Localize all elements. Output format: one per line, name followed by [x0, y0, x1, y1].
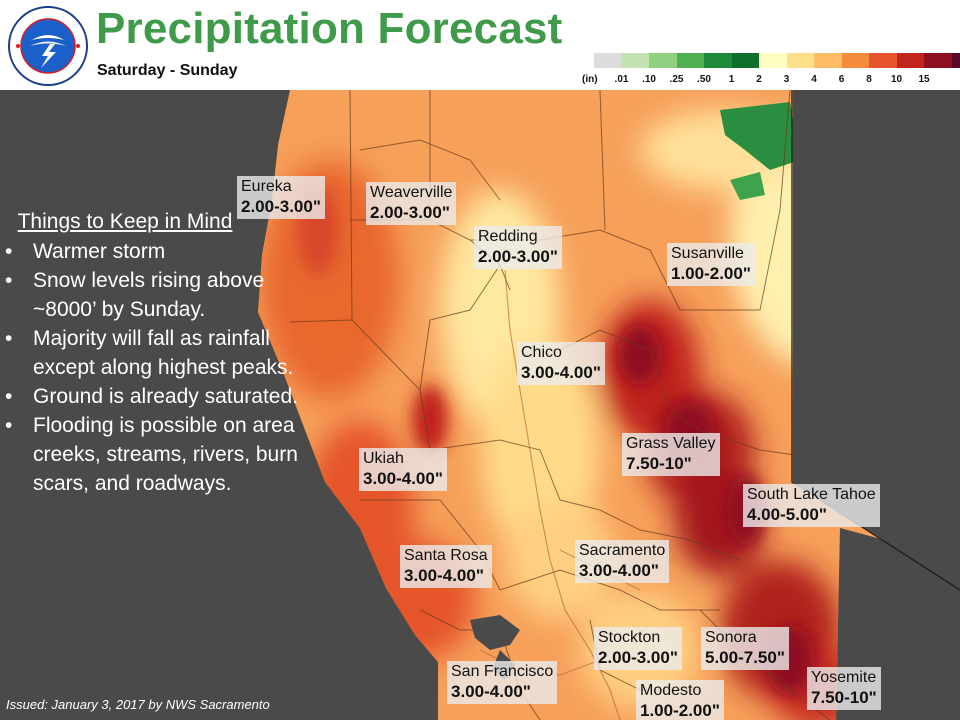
label-grass-valley: Grass Valley 7.50-10" — [622, 433, 720, 476]
label-ukiah: Ukiah 3.00-4.00" — [359, 448, 447, 491]
issued-text: Issued: January 3, 2017 by NWS Sacrament… — [6, 697, 270, 712]
legend-tick-label: 6 — [838, 74, 845, 85]
list-item: • Majority will fall as rainfall except a… — [5, 327, 294, 379]
legend-swatch — [924, 53, 952, 68]
legend-tick-label: .50 — [697, 74, 711, 85]
legend: (in) .01 .10 .25 .50 1 2 3 4 6 8 10 15 — [582, 53, 960, 89]
label-yosemite: Yosemite 7.50-10" — [807, 667, 881, 710]
legend-tick-label: 8 — [866, 74, 872, 85]
list-item: • Ground is already saturated. — [5, 385, 298, 408]
legend-swatch — [951, 53, 960, 68]
label-san-francisco: San Francisco 3.00-4.00" — [447, 661, 558, 704]
list-item: • Snow levels rising above ~8000’ by Sund… — [5, 269, 265, 321]
label-chico: Chico 3.00-4.00" — [517, 342, 605, 385]
label-redding: Redding 2.00-3.00" — [474, 226, 562, 269]
legend-swatch — [704, 53, 732, 68]
header: Precipitation Forecast Saturday - Sunday… — [0, 0, 960, 90]
legend-tick-label: 1 — [728, 74, 735, 85]
label-sacramento: Sacramento 3.00-4.00" — [575, 540, 670, 583]
legend-swatch — [676, 53, 704, 68]
legend-swatch — [731, 53, 759, 68]
notes-panel: Things to Keep in Mind • Warmer storm • Sn… — [0, 208, 330, 498]
label-susanville: Susanville 1.00-2.00" — [667, 243, 755, 286]
legend-swatch — [759, 53, 787, 68]
label-south-lake-tahoe: South Lake Tahoe 4.00-5.00" — [743, 484, 880, 527]
page-subtitle: Saturday - Sunday — [97, 62, 238, 79]
legend-swatch — [649, 53, 677, 68]
state-border — [791, 90, 960, 591]
legend-tick-label: .01 — [614, 74, 629, 85]
label-sonora: Sonora 5.00-7.50" — [701, 627, 789, 670]
legend-tick-label: 4 — [811, 74, 817, 85]
page-title: Precipitation Forecast — [96, 4, 563, 53]
list-item: • Warmer storm — [5, 240, 166, 263]
legend-swatch — [594, 53, 622, 68]
legend-swatch — [869, 53, 897, 68]
legend-unit: (in) — [582, 74, 598, 85]
label-weaverville: Weaverville 2.00-3.00" — [366, 182, 457, 225]
legend-swatch — [786, 53, 814, 68]
nevada-area — [793, 90, 960, 588]
legend-tick-label: 2 — [756, 74, 762, 85]
legend-swatch — [621, 53, 649, 68]
legend-swatch — [896, 53, 924, 68]
nws-logo-icon — [8, 6, 88, 86]
label-modesto: Modesto 1.00-2.00" — [636, 680, 724, 720]
legend-swatch — [841, 53, 869, 68]
legend-tick-label: .10 — [642, 74, 656, 85]
legend-swatches — [594, 53, 960, 68]
bay-water — [470, 615, 520, 650]
label-stockton: Stockton 2.00-3.00" — [594, 627, 682, 670]
list-item: • Flooding is possible on area creeks, st… — [5, 414, 298, 495]
legend-swatch — [814, 53, 842, 68]
legend-tick-label: .25 — [669, 74, 684, 85]
notes-title: Things to Keep in Mind — [17, 210, 233, 233]
legend-tick-label: 10 — [890, 74, 903, 85]
legend-tick-label: 15 — [918, 74, 930, 85]
label-santa-rosa: Santa Rosa 3.00-4.00" — [400, 545, 492, 588]
label-eureka: Eureka 2.00-3.00" — [237, 176, 325, 219]
notes-list: • Warmer storm • Snow levels rising above … — [0, 237, 330, 498]
legend-tick-label: 3 — [783, 74, 790, 85]
